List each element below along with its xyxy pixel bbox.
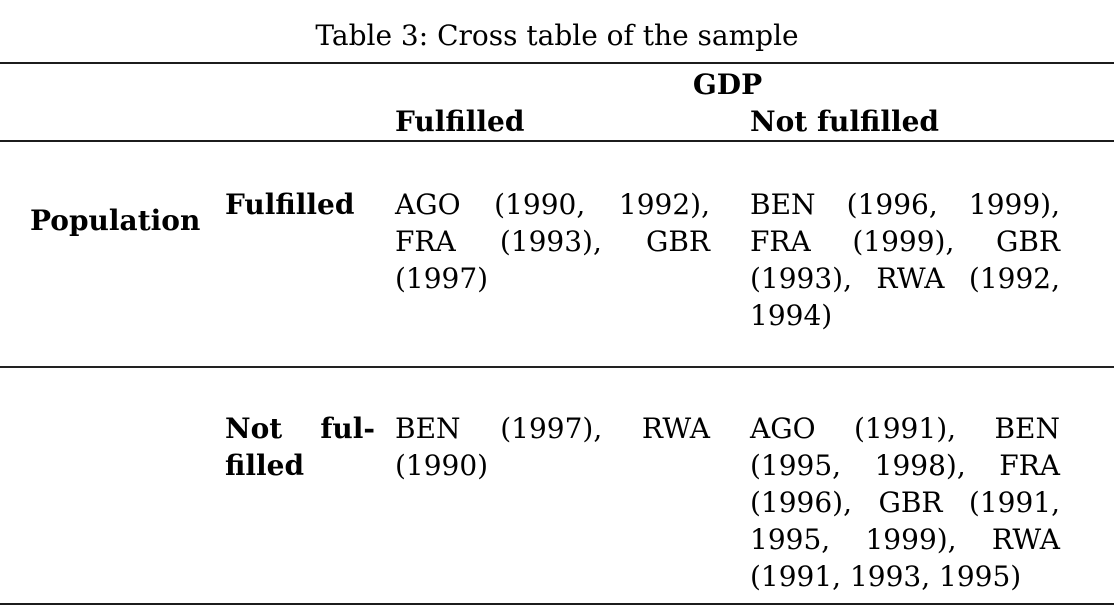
table-top-rule [0, 62, 1114, 64]
row-separator-rule [0, 366, 1114, 368]
row-label-fulfilled: Fulfilled [225, 188, 355, 221]
cell-population-not-fulfilled-gdp-fulfilled: BEN (1997), RWA (1990) [395, 412, 710, 482]
table-row-not-fulfilled: Not ful- filled BEN (1997), RWA (1990) A… [0, 368, 1114, 603]
cell-population-not-fulfilled-gdp-not-fulfilled: AGO (1991), BEN (1995, 1998), FRA (1996)… [750, 412, 1060, 593]
table-caption: Table 3: Cross table of the sample [315, 19, 799, 52]
row-label-not-fulfilled: Not ful- filled [225, 412, 375, 482]
table-bottom-rule [0, 603, 1114, 605]
table-row-fulfilled: Population Fulfilled AGO (1990, 1992), F… [0, 142, 1114, 366]
row-group-header-population: Population [30, 204, 201, 237]
column-header-fulfilled: Fulfilled [395, 105, 525, 138]
table-header: GDP Fulfilled Not fulfilled [0, 64, 1114, 140]
column-header-not-fulfilled: Not fulfilled [750, 105, 940, 138]
cell-population-fulfilled-gdp-not-fulfilled: BEN (1996, 1999), FRA (1999), GBR (1993)… [750, 188, 1060, 332]
column-group-header-gdp: GDP [692, 68, 763, 101]
cell-population-fulfilled-gdp-fulfilled: AGO (1990, 1992), FRA (1993), GBR (1997) [395, 188, 710, 295]
header-bottom-rule [0, 140, 1114, 142]
